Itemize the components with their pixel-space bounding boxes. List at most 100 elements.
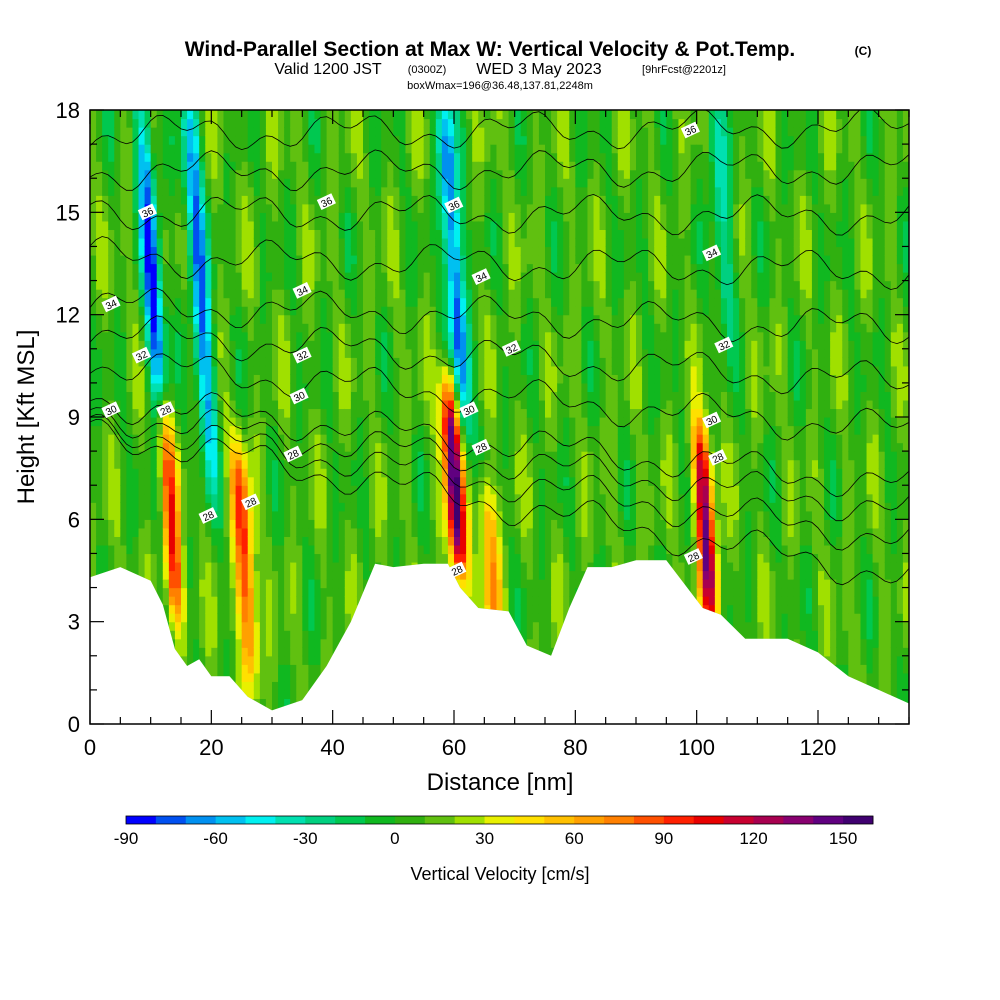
velocity-cell [399, 280, 407, 290]
velocity-cell [526, 510, 534, 520]
velocity-cell [429, 502, 437, 512]
velocity-cell [241, 408, 249, 418]
velocity-cell [181, 553, 188, 563]
velocity-cell [387, 425, 394, 435]
velocity-cell [375, 425, 382, 435]
velocity-cell [223, 382, 231, 393]
velocity-cell [514, 527, 522, 537]
velocity-cell [375, 263, 382, 273]
velocity-cell [120, 220, 127, 230]
velocity-cell [96, 272, 103, 282]
velocity-cell [235, 451, 243, 461]
velocity-cell [484, 596, 491, 606]
velocity-cell [168, 613, 176, 623]
velocity-cell [441, 459, 449, 469]
velocity-cell [405, 178, 413, 188]
velocity-cell [350, 152, 358, 162]
velocity-cell [417, 331, 425, 341]
velocity-cell [241, 587, 249, 597]
velocity-cell [290, 280, 297, 290]
velocity-cell [259, 604, 267, 614]
velocity-cell [241, 186, 249, 196]
velocity-cell [538, 314, 546, 324]
velocity-cell [308, 340, 316, 350]
velocity-cell [187, 510, 194, 520]
velocity-cell [150, 391, 158, 401]
velocity-cell [162, 434, 170, 444]
velocity-cell [314, 144, 322, 154]
velocity-cell [302, 476, 309, 486]
velocity-cell [132, 314, 140, 324]
velocity-cell [490, 357, 498, 367]
velocity-cell [211, 476, 218, 486]
velocity-cell [538, 587, 546, 597]
velocity-cell [296, 570, 303, 580]
velocity-cell [490, 135, 498, 145]
velocity-cell [532, 493, 540, 503]
velocity-cell [326, 391, 334, 401]
velocity-cell [484, 374, 491, 384]
velocity-cell [502, 203, 510, 213]
velocity-cell [557, 195, 564, 205]
velocity-cell [181, 357, 188, 367]
velocity-cell [563, 510, 570, 520]
velocity-cell [538, 647, 546, 657]
velocity-cell [284, 476, 291, 486]
velocity-cell [387, 186, 394, 196]
velocity-cell [308, 544, 316, 555]
velocity-cell [435, 553, 443, 563]
velocity-cell [144, 468, 152, 478]
velocity-cell [253, 237, 261, 248]
velocity-cell [144, 425, 152, 435]
velocity-cell [199, 502, 206, 512]
velocity-cell [454, 536, 461, 546]
velocity-cell [399, 417, 407, 427]
velocity-cell [551, 630, 558, 640]
velocity-cell [514, 331, 522, 341]
velocity-cell [423, 485, 431, 495]
velocity-cell [526, 161, 534, 171]
velocity-cell [193, 135, 200, 145]
velocity-cell [205, 544, 212, 555]
velocity-cell [126, 365, 134, 375]
velocity-cell [278, 630, 285, 640]
velocity-cell [454, 374, 461, 384]
velocity-cell [344, 280, 352, 290]
velocity-cell [162, 135, 170, 145]
velocity-cell [284, 161, 291, 171]
velocity-cell [320, 485, 328, 495]
velocity-cell [272, 519, 279, 529]
velocity-cell [156, 195, 164, 205]
velocity-cell [199, 229, 206, 239]
velocity-cell [247, 340, 255, 350]
velocity-cell [296, 664, 303, 674]
velocity-cell [508, 442, 516, 452]
velocity-cell [308, 621, 316, 631]
velocity-cell [144, 161, 152, 171]
velocity-cell [332, 399, 340, 410]
velocity-cell [144, 399, 152, 410]
velocity-cell [120, 476, 127, 486]
velocity-cell [326, 647, 334, 657]
velocity-cell [247, 195, 255, 205]
velocity-cell [538, 229, 546, 239]
velocity-cell [308, 587, 316, 597]
velocity-cell [296, 485, 303, 495]
velocity-cell [563, 280, 570, 290]
velocity-cell [314, 434, 322, 444]
velocity-cell [526, 289, 534, 299]
velocity-cell [253, 246, 261, 256]
velocity-cell [253, 357, 261, 367]
velocity-cell [520, 493, 528, 503]
velocity-cell [144, 340, 152, 350]
velocity-cell [326, 365, 334, 375]
velocity-cell [520, 579, 528, 589]
velocity-cell [508, 110, 516, 120]
velocity-cell [235, 476, 243, 486]
velocity-cell [211, 579, 218, 589]
velocity-cell [520, 314, 528, 324]
velocity-cell [393, 314, 400, 324]
velocity-cell [387, 331, 394, 341]
velocity-cell [247, 408, 255, 418]
velocity-cell [454, 161, 461, 171]
